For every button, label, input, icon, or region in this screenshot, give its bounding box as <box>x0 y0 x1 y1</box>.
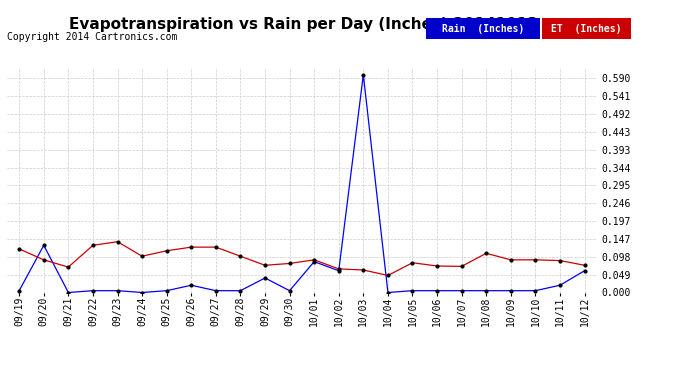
Text: Rain  (Inches): Rain (Inches) <box>442 24 524 33</box>
Text: ET  (Inches): ET (Inches) <box>551 24 622 33</box>
Text: Evapotranspiration vs Rain per Day (Inches) 20141013: Evapotranspiration vs Rain per Day (Inch… <box>69 17 538 32</box>
Text: Copyright 2014 Cartronics.com: Copyright 2014 Cartronics.com <box>7 32 177 42</box>
